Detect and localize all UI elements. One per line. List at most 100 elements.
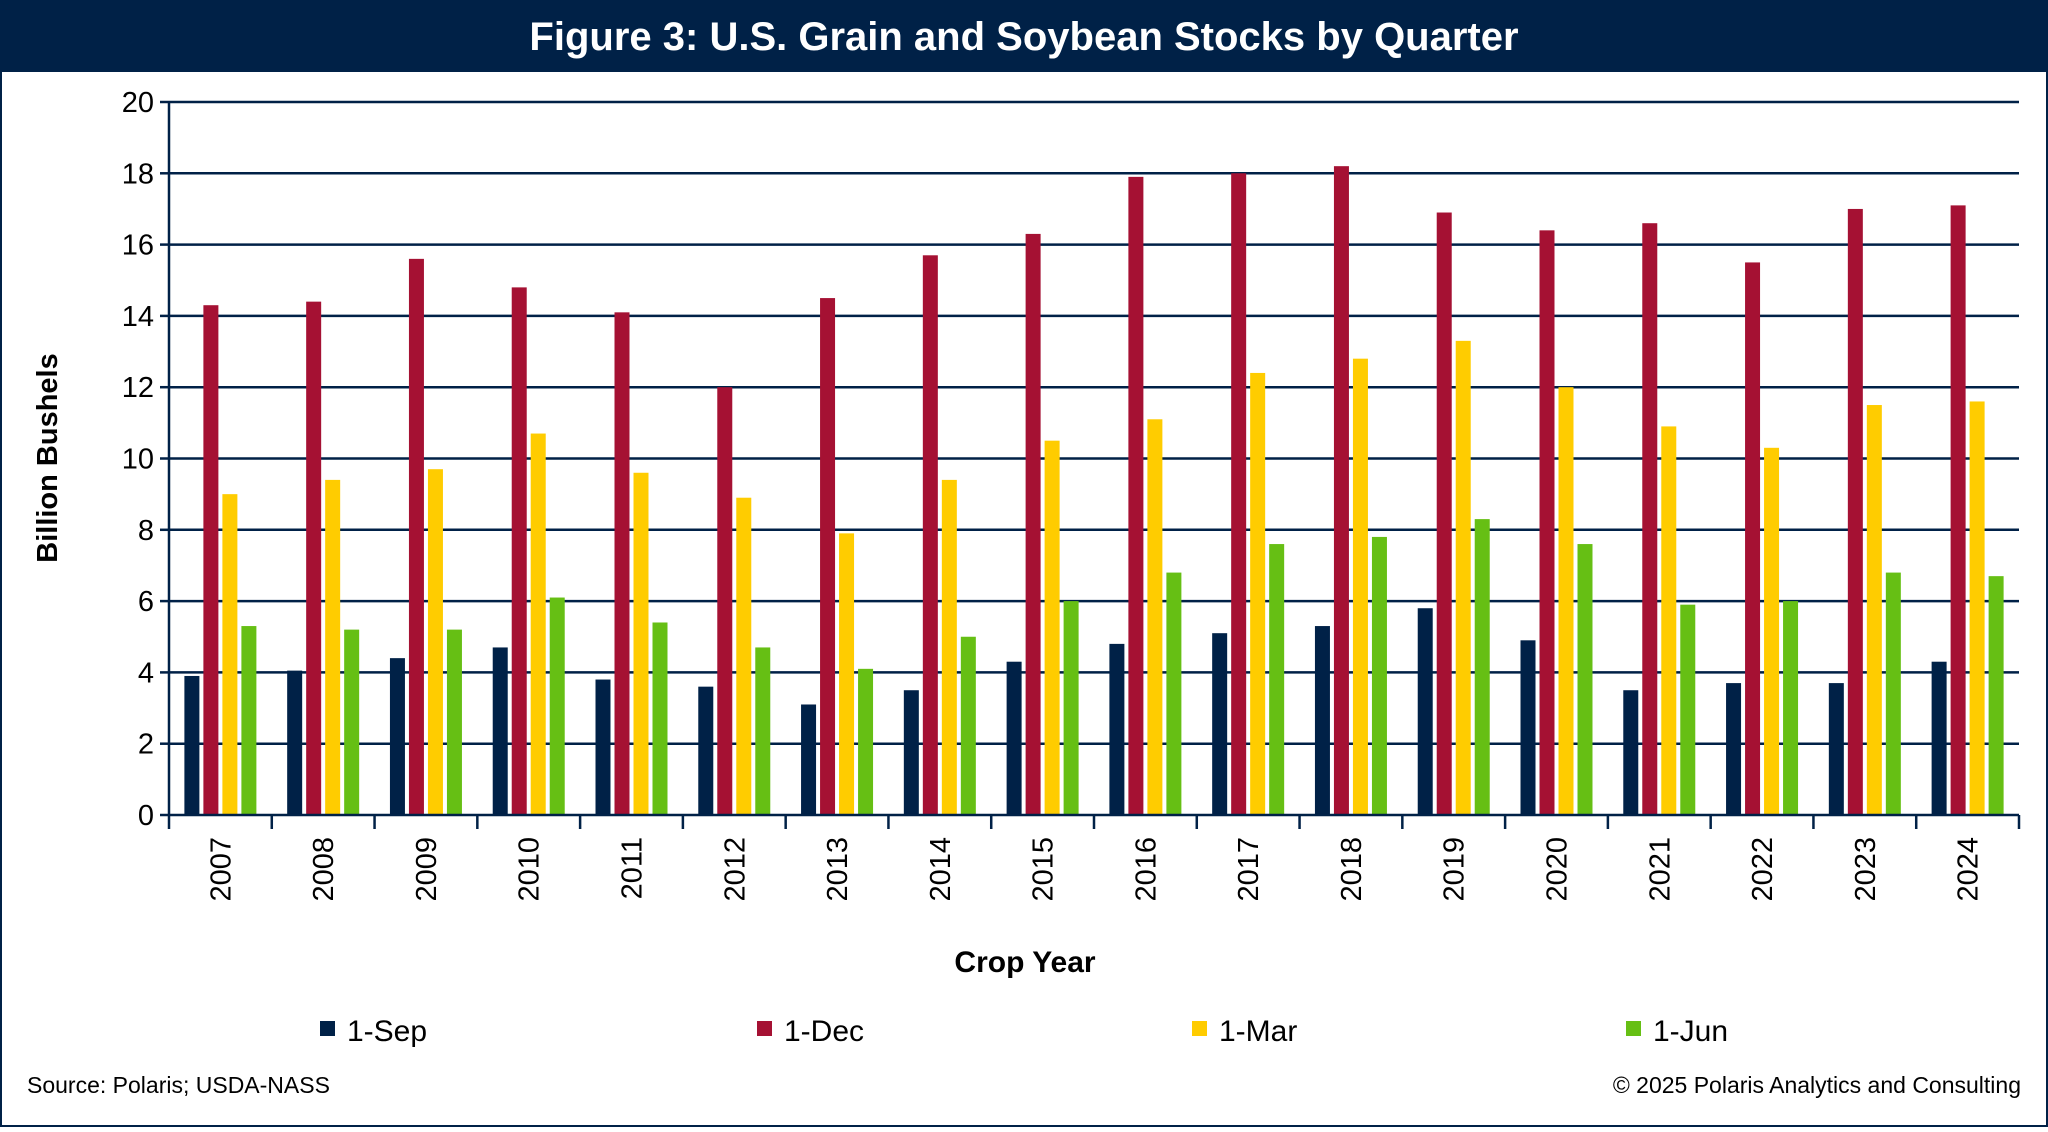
bar-1-mar-2007 <box>222 494 238 815</box>
x-tick-label: 2021 <box>1644 837 1676 902</box>
x-tick-label: 2014 <box>925 837 957 902</box>
bar-1-mar-2020 <box>1558 387 1574 815</box>
bar-1-dec-2007 <box>203 305 219 815</box>
bar-1-mar-2009 <box>427 469 443 815</box>
x-tick-label: 2016 <box>1130 837 1162 902</box>
bar-1-jun-2017 <box>1269 544 1285 815</box>
legend-label: 1-Jun <box>1653 1015 1728 1048</box>
bar-1-sep-2012 <box>698 686 714 815</box>
x-tick-label: 2008 <box>308 837 340 902</box>
bar-1-mar-2023 <box>1866 405 1882 815</box>
bar-1-sep-2011 <box>595 679 611 815</box>
y-tick-label: 14 <box>122 301 154 333</box>
y-tick-label: 2 <box>138 729 154 761</box>
bar-1-jun-2018 <box>1371 536 1387 815</box>
bar-1-dec-2020 <box>1539 230 1555 816</box>
bar-1-dec-2015 <box>1025 233 1041 815</box>
bar-1-jun-2022 <box>1783 601 1799 815</box>
bar-1-jun-2024 <box>1988 576 2004 815</box>
bar-1-dec-2010 <box>511 287 527 815</box>
x-tick-label: 2017 <box>1233 837 1265 902</box>
bar-1-mar-2013 <box>839 533 855 815</box>
bar-1-dec-2017 <box>1231 173 1247 816</box>
bar-1-jun-2019 <box>1474 519 1490 815</box>
x-tick-label: 2009 <box>411 837 443 902</box>
bar-1-mar-2016 <box>1147 419 1163 815</box>
bar-1-dec-2014 <box>922 255 938 816</box>
bar-1-dec-2012 <box>717 387 733 815</box>
legend-marker-1-dec <box>757 1021 772 1036</box>
bar-1-sep-2016 <box>1109 643 1125 815</box>
bar-1-sep-2021 <box>1623 690 1639 815</box>
bar-1-dec-2013 <box>820 298 836 815</box>
y-tick-label: 20 <box>122 87 154 119</box>
bar-1-dec-2018 <box>1333 166 1349 816</box>
legend-marker-1-sep <box>320 1021 335 1036</box>
bar-1-dec-2021 <box>1642 223 1658 815</box>
bar-1-sep-2014 <box>903 690 919 815</box>
bar-1-sep-2017 <box>1212 633 1228 815</box>
bar-1-sep-2018 <box>1314 626 1330 815</box>
bar-1-sep-2008 <box>287 670 303 815</box>
bar-1-dec-2019 <box>1436 212 1452 815</box>
axes: 0 2 4 6 8 10 12 14 16 18 20 2007 2008 2009 2010 2011 201… <box>122 87 2021 902</box>
bar-1-jun-2021 <box>1680 604 1696 815</box>
x-tick-label: 2013 <box>822 837 854 902</box>
gridlines <box>169 100 2019 745</box>
x-tick-label: 2015 <box>1028 837 1060 902</box>
x-tick-label: 2023 <box>1850 837 1882 902</box>
bar-1-mar-2019 <box>1455 340 1471 815</box>
y-tick-label: 8 <box>138 515 154 547</box>
bar-1-mar-2011 <box>633 472 649 815</box>
legend: 1-Sep 1-Dec 1-Mar 1-Jun <box>320 1015 1728 1048</box>
bar-1-mar-2010 <box>530 433 546 815</box>
bar-1-sep-2022 <box>1726 683 1742 815</box>
legend-label: 1-Dec <box>784 1015 864 1048</box>
bar-1-sep-2023 <box>1828 683 1844 815</box>
bar-1-jun-2011 <box>652 622 668 815</box>
x-axis-title: Crop Year <box>954 946 1096 979</box>
bar-1-dec-2016 <box>1128 176 1144 816</box>
bar-1-sep-2013 <box>801 704 817 815</box>
y-tick-label: 12 <box>122 372 154 404</box>
bar-1-dec-2024 <box>1950 205 1966 815</box>
bar-1-mar-2008 <box>325 479 341 815</box>
bar-1-jun-2020 <box>1577 544 1593 815</box>
bar-1-jun-2008 <box>344 629 360 815</box>
legend-label: 1-Sep <box>347 1015 427 1048</box>
bar-1-mar-2017 <box>1250 372 1266 815</box>
bar-1-mar-2018 <box>1352 358 1368 815</box>
bar-1-jun-2014 <box>960 636 976 815</box>
y-tick-label: 18 <box>122 158 154 190</box>
x-tick-label: 2019 <box>1439 837 1471 902</box>
bar-1-dec-2011 <box>614 312 630 815</box>
bar-1-dec-2009 <box>408 258 424 815</box>
x-tick-label: 2018 <box>1336 837 1368 902</box>
bar-1-jun-2023 <box>1885 572 1901 815</box>
bar-1-sep-2010 <box>492 647 508 815</box>
title-bar <box>0 0 2048 72</box>
bar-1-mar-2024 <box>1969 401 1985 815</box>
bar-1-sep-2019 <box>1417 608 1433 815</box>
bars <box>184 166 2004 816</box>
bar-1-mar-2012 <box>736 497 752 815</box>
bar-1-dec-2022 <box>1745 262 1761 815</box>
legend-marker-1-mar <box>1192 1021 1207 1036</box>
x-tick-label: 2011 <box>617 837 649 899</box>
y-tick-label: 4 <box>138 657 154 689</box>
bar-1-mar-2014 <box>941 479 957 815</box>
bar-1-mar-2022 <box>1764 447 1780 815</box>
bar-1-sep-2007 <box>184 675 200 815</box>
y-tick-label: 10 <box>122 444 154 476</box>
bar-1-jun-2012 <box>755 647 771 815</box>
x-tick-label: 2012 <box>719 837 751 902</box>
x-tick-label: 2022 <box>1747 837 1779 902</box>
chart-title: Figure 3: U.S. Grain and Soybean Stocks … <box>529 15 1518 59</box>
bar-1-jun-2013 <box>858 668 874 815</box>
y-axis-title: Billion Bushels <box>32 353 64 562</box>
bar-1-jun-2015 <box>1063 601 1079 815</box>
bar-1-sep-2015 <box>1006 661 1022 815</box>
legend-marker-1-jun <box>1626 1021 1641 1036</box>
